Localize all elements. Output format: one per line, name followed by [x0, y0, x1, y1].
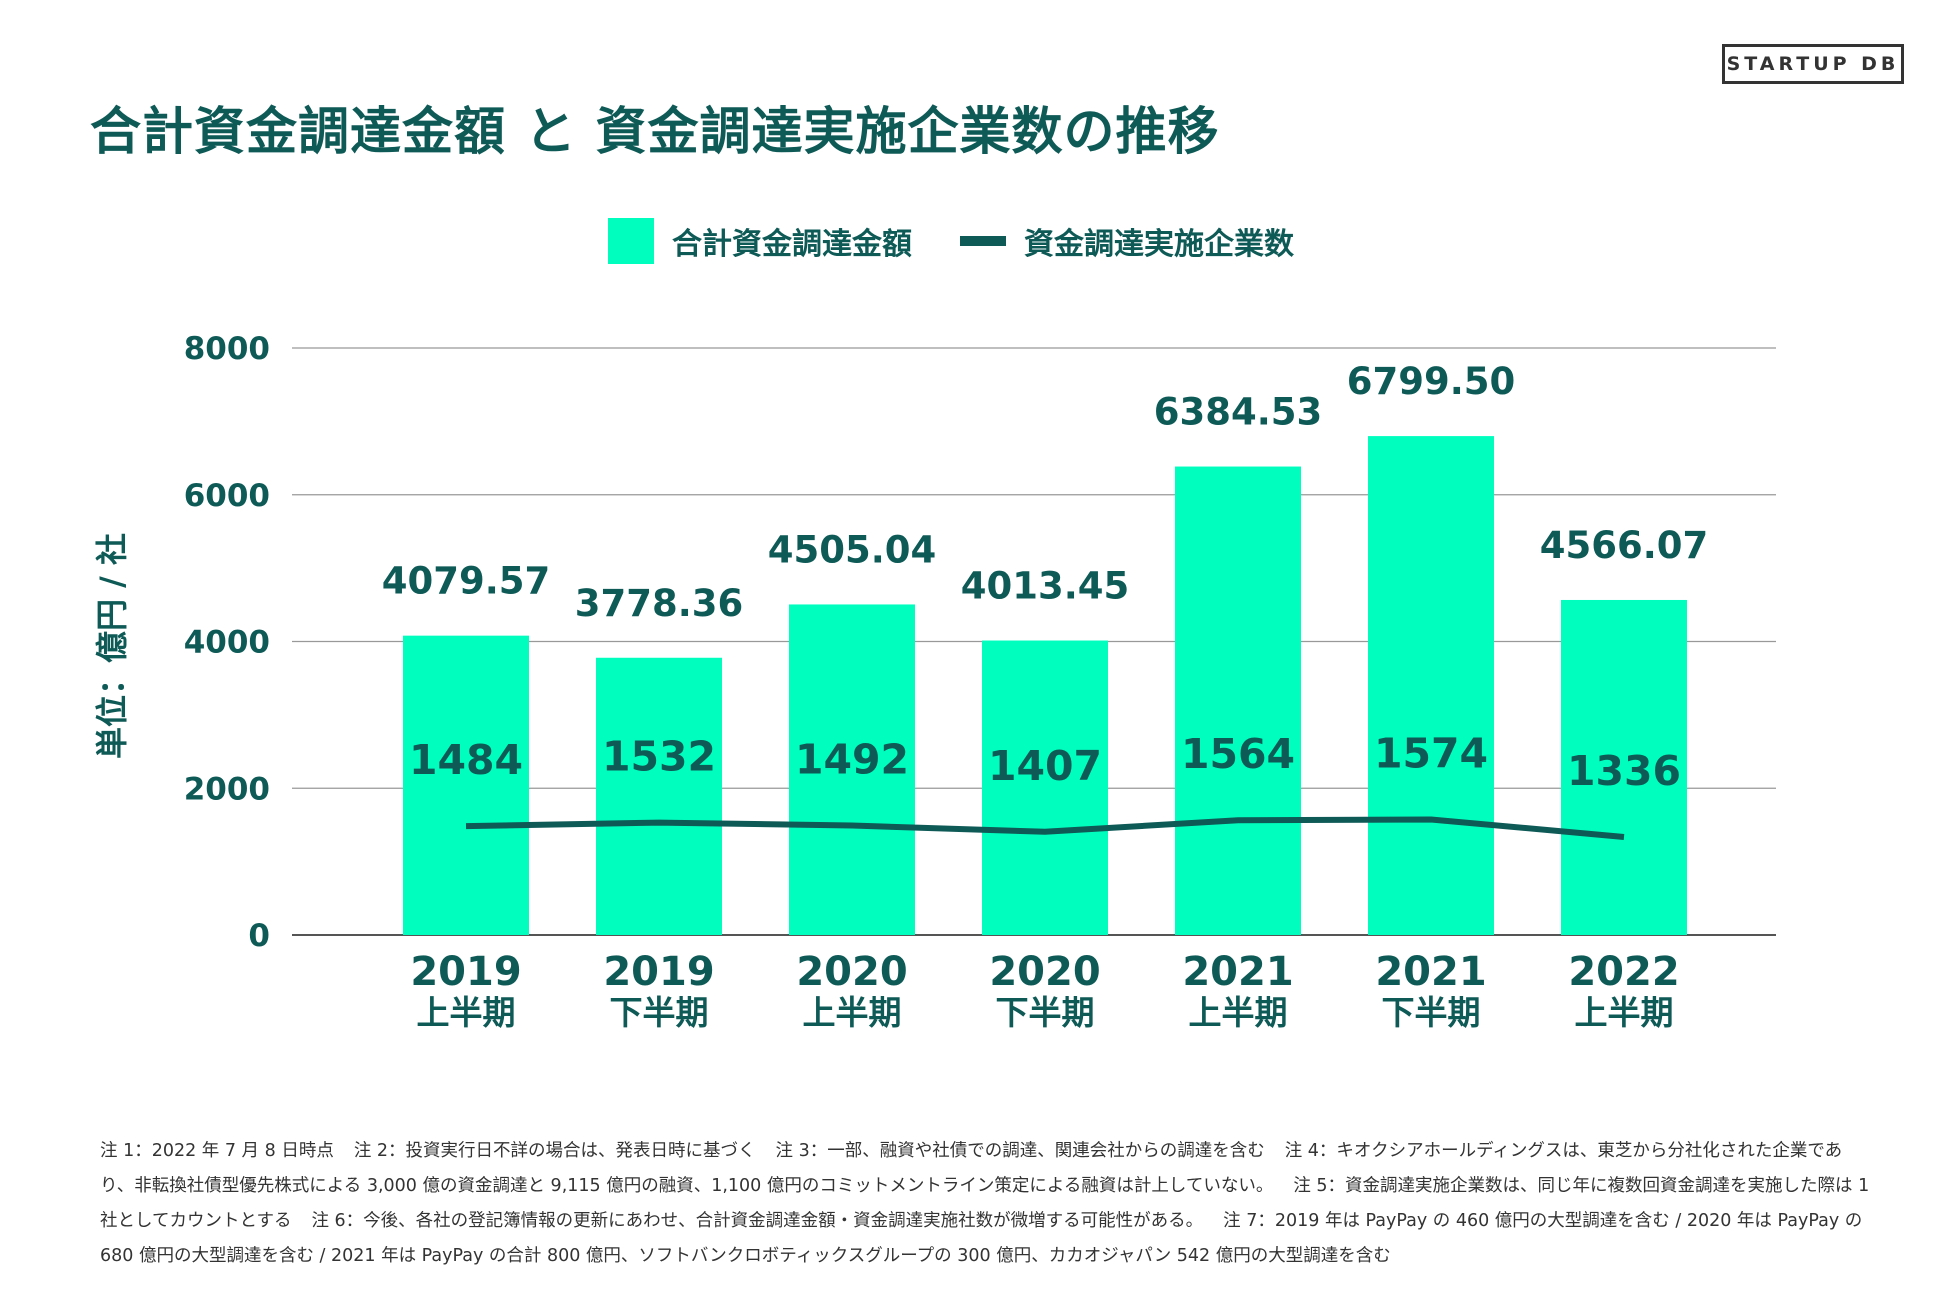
page-title: 合計資金調達金額 と 資金調達実施企業数の推移 — [90, 103, 1220, 162]
legend-swatch-line — [960, 236, 1006, 246]
bar — [982, 640, 1108, 935]
legend-item-funding: 合計資金調達金額 — [608, 218, 912, 264]
legend-label-companies: 資金調達実施企業数 — [1024, 227, 1294, 262]
bar-value-label: 4566.07 — [1540, 524, 1709, 567]
line-value-label: 1336 — [1567, 747, 1681, 795]
bar — [789, 604, 915, 935]
x-tick-year: 2021 — [1375, 949, 1486, 995]
x-tick-year: 2020 — [796, 949, 907, 995]
companies-line — [465, 816, 1625, 840]
footnote-3: 注 3：一部、融資や社債での調達、関連会社からの調達を含む — [775, 1141, 1265, 1161]
y-tick-label: 6000 — [184, 478, 270, 514]
bar — [1175, 466, 1301, 935]
x-tick-half: 上半期 — [1189, 993, 1288, 1032]
line-value-label: 1574 — [1374, 730, 1488, 778]
footnotes: 注 1：2022 年 7 月 8 日時点注 2：投資実行日不詳の場合は、発表日時… — [100, 1134, 1876, 1274]
footnote-4: 注 4：キオクシアホールディングスは、東芝から分社化された企業であり、非転換社債… — [100, 1141, 1843, 1196]
line-value-label: 1564 — [1181, 730, 1295, 778]
footnote-2: 注 2：投資実行日不詳の場合は、発表日時に基づく — [353, 1141, 756, 1161]
y-tick-label: 2000 — [184, 771, 270, 807]
bar — [1561, 599, 1687, 935]
line-value-label: 1407 — [988, 742, 1102, 790]
x-tick-half: 下半期 — [1382, 993, 1481, 1032]
bar-value-label: 4079.57 — [382, 560, 551, 603]
bar — [596, 657, 722, 935]
footnote-7: 注 7：2019 年は PayPay の 460 億円の大型調達を含む / 20… — [100, 1211, 1863, 1266]
legend-item-companies: 資金調達実施企業数 — [960, 219, 1294, 263]
x-tick-year: 2020 — [989, 949, 1100, 995]
footnote-6: 注 6：今後、各社の登記簿情報の更新にあわせ、合計資金調達金額・資金調達実施社数… — [311, 1211, 1204, 1231]
startup-db-logo: STARTUP DB — [1722, 44, 1904, 84]
bar — [403, 635, 529, 935]
bar-value-label: 6799.50 — [1347, 360, 1516, 403]
y-tick-label: 4000 — [184, 625, 270, 661]
x-tick-year: 2021 — [1182, 949, 1293, 995]
y-tick-label: 8000 — [184, 331, 270, 367]
legend-swatch-bar — [608, 218, 654, 264]
bar-value-label: 4505.04 — [768, 528, 937, 571]
footnote-1: 注 1：2022 年 7 月 8 日時点 — [100, 1141, 334, 1161]
bar-value-label: 3778.36 — [575, 582, 744, 625]
x-tick-half: 下半期 — [996, 993, 1095, 1032]
x-tick-year: 2022 — [1568, 949, 1679, 995]
x-tick-year: 2019 — [603, 949, 714, 995]
line-value-label: 1532 — [602, 733, 716, 781]
y-tick-label: 0 — [248, 918, 270, 954]
line-value-label: 1492 — [795, 736, 909, 784]
x-tick-half: 上半期 — [803, 993, 902, 1032]
x-tick-half: 上半期 — [1575, 993, 1674, 1032]
bar — [1368, 436, 1494, 935]
x-tick-year: 2019 — [410, 949, 521, 995]
bar-value-label: 6384.53 — [1154, 391, 1323, 434]
line-value-label: 1484 — [409, 736, 523, 784]
x-tick-half: 下半期 — [610, 993, 709, 1032]
bar-value-label: 4013.45 — [961, 565, 1130, 608]
legend-label-funding: 合計資金調達金額 — [672, 227, 912, 262]
footnote-5: 注 5：資金調達実施企業数は、同じ年に複数回資金調達を実施した際は 1 社として… — [100, 1176, 1870, 1231]
funding-chart: 0 2000 4000 6000 8000 4079.57 3778.36 4505.04 40… — [184, 331, 1776, 1032]
chart-legend: 合計資金調達金額 資金調達実施企業数 — [608, 218, 1342, 264]
x-tick-half: 上半期 — [417, 993, 516, 1032]
